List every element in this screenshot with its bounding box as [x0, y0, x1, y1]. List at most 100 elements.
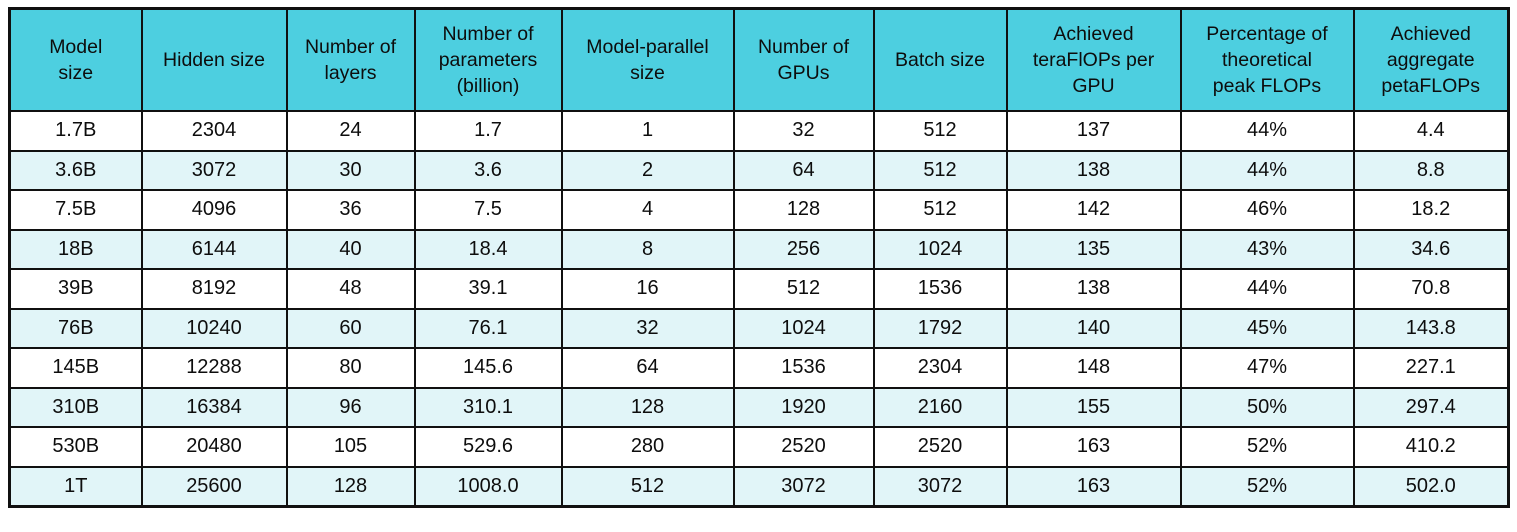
- table-cell: 39B: [8, 268, 143, 310]
- table-cell: 142: [1005, 189, 1182, 231]
- table-cell: 34.6: [1352, 228, 1510, 270]
- table-cell: 502.0: [1352, 465, 1510, 508]
- table-cell: 8.8: [1352, 149, 1510, 191]
- table-cell: 2520: [872, 426, 1008, 468]
- table-cell: 18.4: [413, 228, 563, 270]
- table-cell: 96: [285, 386, 416, 428]
- table-cell: 8: [560, 228, 735, 270]
- table-cell: 1.7: [413, 110, 563, 152]
- table-cell: 1536: [732, 347, 875, 389]
- table-cell: 530B: [8, 426, 143, 468]
- table-cell: 410.2: [1352, 426, 1510, 468]
- table-cell: 512: [560, 465, 735, 508]
- column-header: Achieved aggregate petaFLOPs: [1352, 7, 1510, 112]
- table-cell: 135: [1005, 228, 1182, 270]
- table-cell: 512: [872, 110, 1008, 152]
- table-cell: 512: [732, 268, 875, 310]
- table-cell: 148: [1005, 347, 1182, 389]
- table-cell: 18B: [8, 228, 143, 270]
- table-cell: 48: [285, 268, 416, 310]
- column-header: Hidden size: [140, 7, 288, 112]
- table-cell: 46%: [1179, 189, 1355, 231]
- table-cell: 155: [1005, 386, 1182, 428]
- table-cell: 40: [285, 228, 416, 270]
- table-cell: 138: [1005, 149, 1182, 191]
- header-row: Model size Hidden size Number of layers Num…: [8, 7, 1510, 112]
- table-cell: 60: [285, 307, 416, 349]
- table-cell: 2160: [872, 386, 1008, 428]
- table-cell: 20480: [140, 426, 288, 468]
- table-cell: 310.1: [413, 386, 563, 428]
- table-row: 3.6B 3072 30 3.6 2 64 512 138 44% 8.8: [8, 149, 1510, 191]
- table-cell: 1.7B: [8, 110, 143, 152]
- scaling-results-table-container: Model size Hidden size Number of layers Num…: [8, 7, 1510, 508]
- table-cell: 39.1: [413, 268, 563, 310]
- table-row: 530B 20480 105 529.6 280 2520 2520 163 52% 410.2: [8, 426, 1510, 468]
- table-cell: 10240: [140, 307, 288, 349]
- table-row: 7.5B 4096 36 7.5 4 128 512 142 46% 18.2: [8, 189, 1510, 231]
- table-body: 1.7B 2304 24 1.7 1 32 512 137 44% 4.4 3.6B 3072 30 3.…: [8, 110, 1510, 508]
- table-cell: 529.6: [413, 426, 563, 468]
- table-cell: 64: [560, 347, 735, 389]
- table-cell: 163: [1005, 465, 1182, 508]
- table-cell: 2520: [732, 426, 875, 468]
- table-cell: 16384: [140, 386, 288, 428]
- table-cell: 1008.0: [413, 465, 563, 508]
- table-cell: 3072: [872, 465, 1008, 508]
- table-cell: 512: [872, 189, 1008, 231]
- table-cell: 43%: [1179, 228, 1355, 270]
- column-header: Batch size: [872, 7, 1008, 112]
- table-cell: 30: [285, 149, 416, 191]
- table-cell: 140: [1005, 307, 1182, 349]
- column-header: Model-parallel size: [560, 7, 735, 112]
- table-cell: 24: [285, 110, 416, 152]
- table-row: 145B 12288 80 145.6 64 1536 2304 148 47% 227.1: [8, 347, 1510, 389]
- table-cell: 18.2: [1352, 189, 1510, 231]
- table-cell: 1024: [732, 307, 875, 349]
- table-cell: 64: [732, 149, 875, 191]
- table-cell: 138: [1005, 268, 1182, 310]
- table-cell: 47%: [1179, 347, 1355, 389]
- column-header: Achieved teraFlOPs per GPU: [1005, 7, 1182, 112]
- table-row: 1.7B 2304 24 1.7 1 32 512 137 44% 4.4: [8, 110, 1510, 152]
- table-cell: 4096: [140, 189, 288, 231]
- table-cell: 280: [560, 426, 735, 468]
- table-cell: 25600: [140, 465, 288, 508]
- table-cell: 70.8: [1352, 268, 1510, 310]
- table-cell: 105: [285, 426, 416, 468]
- table-cell: 32: [560, 307, 735, 349]
- table-cell: 2304: [140, 110, 288, 152]
- table-cell: 80: [285, 347, 416, 389]
- table-cell: 145.6: [413, 347, 563, 389]
- table-cell: 1T: [8, 465, 143, 508]
- table-row: 76B 10240 60 76.1 32 1024 1792 140 45% 143.8: [8, 307, 1510, 349]
- table-cell: 45%: [1179, 307, 1355, 349]
- table-cell: 3072: [732, 465, 875, 508]
- table-cell: 128: [560, 386, 735, 428]
- table-cell: 4: [560, 189, 735, 231]
- table-cell: 32: [732, 110, 875, 152]
- table-cell: 44%: [1179, 268, 1355, 310]
- table-cell: 52%: [1179, 426, 1355, 468]
- table-cell: 3.6B: [8, 149, 143, 191]
- table-cell: 3072: [140, 149, 288, 191]
- table-cell: 52%: [1179, 465, 1355, 508]
- table-cell: 8192: [140, 268, 288, 310]
- table-cell: 145B: [8, 347, 143, 389]
- table-cell: 143.8: [1352, 307, 1510, 349]
- table-cell: 512: [872, 149, 1008, 191]
- table-cell: 163: [1005, 426, 1182, 468]
- table-cell: 12288: [140, 347, 288, 389]
- column-header: Percentage of theoretical peak FLOPs: [1179, 7, 1355, 112]
- table-cell: 256: [732, 228, 875, 270]
- scaling-results-table: Model size Hidden size Number of layers Num…: [8, 7, 1510, 508]
- table-cell: 76B: [8, 307, 143, 349]
- table-row: 18B 6144 40 18.4 8 256 1024 135 43% 34.6: [8, 228, 1510, 270]
- table-cell: 310B: [8, 386, 143, 428]
- table-cell: 4.4: [1352, 110, 1510, 152]
- column-header: Model size: [8, 7, 143, 112]
- table-cell: 1024: [872, 228, 1008, 270]
- table-row: 1T 25600 128 1008.0 512 3072 3072 163 52% 502.0: [8, 465, 1510, 508]
- table-cell: 128: [285, 465, 416, 508]
- table-cell: 297.4: [1352, 386, 1510, 428]
